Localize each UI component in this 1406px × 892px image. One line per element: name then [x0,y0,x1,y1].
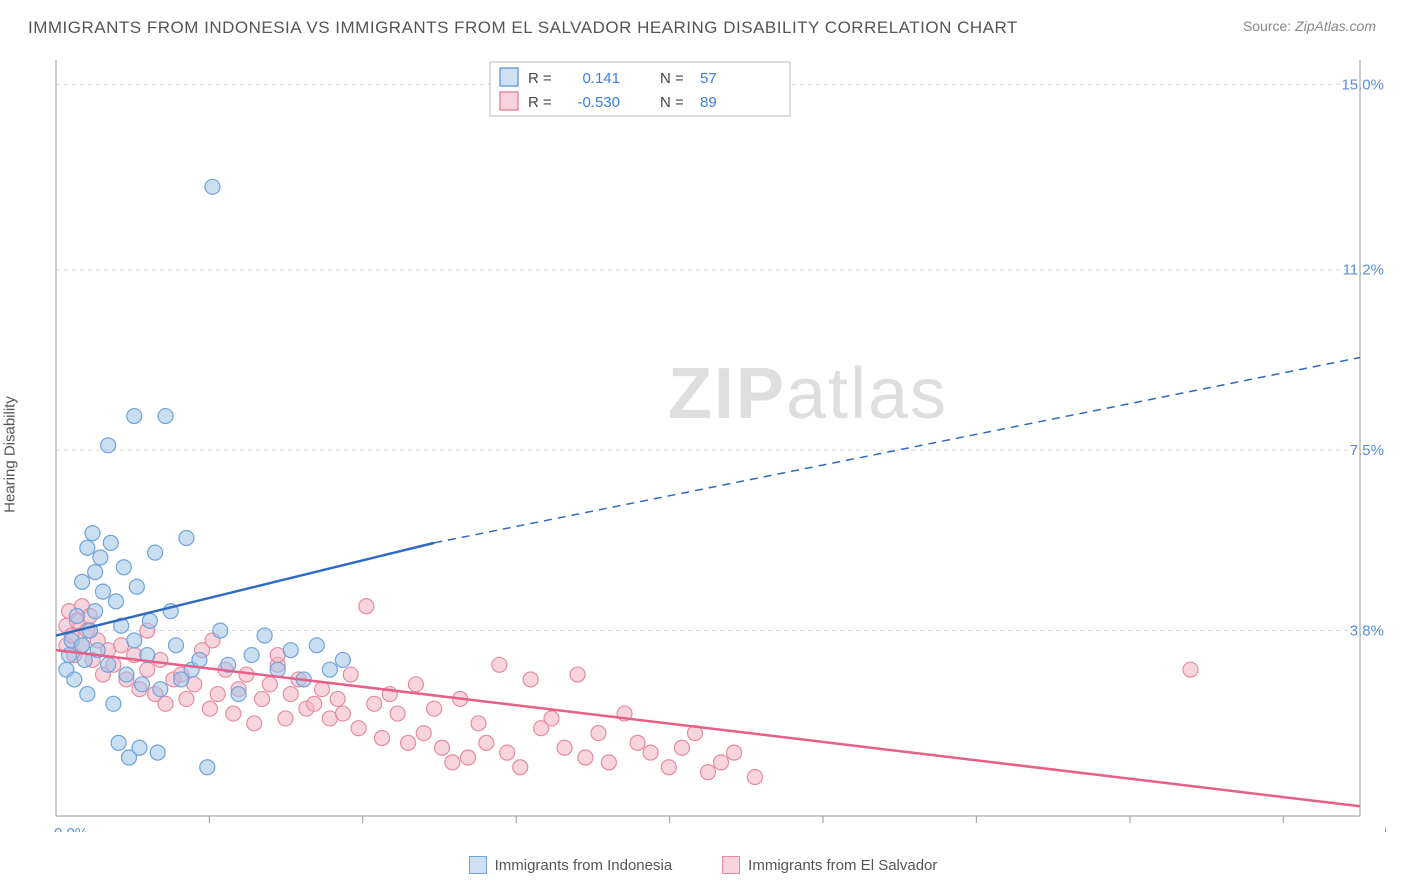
svg-text:7.5%: 7.5% [1350,442,1384,459]
svg-text:N =: N = [660,70,684,87]
source-attribution: Source: ZipAtlas.com [1243,18,1376,34]
source-value: ZipAtlas.com [1295,18,1376,34]
bottom-legend: Immigrants from Indonesia Immigrants fro… [0,856,1406,874]
svg-text:57: 57 [700,70,717,87]
legend-item-indonesia: Immigrants from Indonesia [469,856,673,874]
legend-label-a: Immigrants from Indonesia [495,857,673,874]
svg-text:89: 89 [700,94,717,111]
chart-title: IMMIGRANTS FROM INDONESIA VS IMMIGRANTS … [28,18,1018,38]
legend-label-b: Immigrants from El Salvador [748,857,937,874]
svg-text:0.0%: 0.0% [54,825,88,832]
y-axis-label: Hearing Disability [2,396,19,513]
legend-swatch-b [722,856,740,874]
svg-text:50.0%: 50.0% [1384,825,1386,832]
svg-text:ZIPatlas: ZIPatlas [668,354,948,434]
source-label: Source: [1243,18,1291,34]
svg-text:11.2%: 11.2% [1343,262,1384,279]
scatter-plot: ZIPatlas 3.8% 7.5% 11.2% 15.0% 0.0% 50.0% R = 0.… [50,48,1386,832]
svg-text:N =: N = [660,94,684,111]
legend-item-elsalvador: Immigrants from El Salvador [722,856,937,874]
svg-text:-0.530: -0.530 [577,94,620,111]
svg-text:R =: R = [528,70,552,87]
chart-container: ZIPatlas 3.8% 7.5% 11.2% 15.0% 0.0% 50.0% R = 0.… [50,48,1386,832]
svg-text:R =: R = [528,94,552,111]
legend-swatch-a [469,856,487,874]
svg-text:3.8%: 3.8% [1350,623,1384,640]
svg-text:0.141: 0.141 [582,70,620,87]
svg-text:15.0%: 15.0% [1341,76,1384,93]
